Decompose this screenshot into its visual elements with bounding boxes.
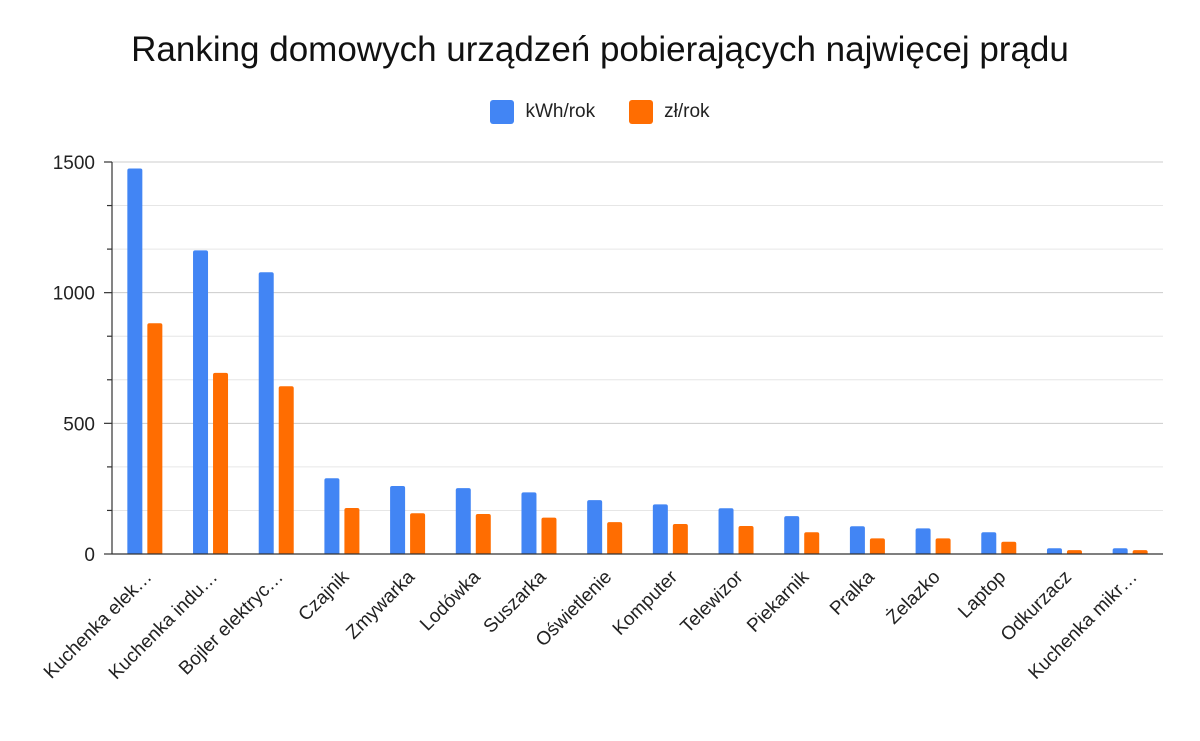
bar-kwh <box>1112 548 1128 554</box>
bar-zl <box>1066 550 1082 554</box>
bar-zl <box>607 522 623 554</box>
y-tick-label: 1500 <box>53 153 95 174</box>
legend-label-kwh: kWh/rok <box>525 101 596 122</box>
bar-kwh <box>390 486 406 554</box>
legend: kWh/rok zł/rok <box>0 100 1200 124</box>
bar-kwh <box>193 250 209 554</box>
bar-zl <box>672 523 688 554</box>
x-tick-label: Piekarnik <box>743 566 813 636</box>
y-tick-label: 1000 <box>53 284 95 305</box>
legend-item-kwh[interactable]: kWh/rok <box>490 100 595 124</box>
bar-kwh <box>652 504 668 554</box>
x-tick-label: Kuchenka indu… <box>105 567 222 684</box>
legend-swatch-kwh <box>490 100 515 124</box>
bar-zl <box>804 532 820 554</box>
x-tick-label: Kuchenka mikr… <box>1025 567 1142 684</box>
y-tick-label: 500 <box>63 414 95 435</box>
x-tick-label: Laptop <box>954 567 1010 623</box>
bar-zl <box>410 513 426 554</box>
x-tick-label: Kuchenka elek… <box>40 567 156 683</box>
x-tick-label: Żelazko <box>883 567 945 629</box>
bar-kwh <box>915 528 931 554</box>
bar-zl <box>935 538 951 554</box>
bar-zl <box>278 386 294 554</box>
bar-zl <box>869 538 885 554</box>
x-tick-label: Lodówka <box>416 566 485 635</box>
bar-zl <box>475 514 491 554</box>
y-tick-label: 0 <box>84 545 95 566</box>
bar-kwh <box>521 492 537 554</box>
bar-zl <box>344 508 360 554</box>
bar-kwh <box>455 488 471 554</box>
x-tick-label: Telewizor <box>677 566 748 637</box>
x-tick-label: Komputer <box>609 566 683 640</box>
bar-kwh <box>587 500 603 554</box>
bar-zl <box>213 372 229 554</box>
bar-zl <box>1132 550 1148 554</box>
bar-zl <box>738 526 754 554</box>
bar-kwh <box>258 272 274 554</box>
bar-kwh <box>1046 548 1062 554</box>
bar-zl <box>541 517 557 554</box>
bar-kwh <box>127 168 143 555</box>
x-tick-label: Pralka <box>826 566 879 619</box>
bar-kwh <box>718 508 734 554</box>
chart-title: Ranking domowych urządzeń pobierających … <box>131 30 1069 69</box>
legend-swatch-zl <box>629 100 654 124</box>
bar-kwh <box>981 532 997 554</box>
bar-kwh <box>324 478 340 554</box>
bar-kwh <box>784 516 800 554</box>
bar-kwh <box>849 526 865 554</box>
legend-item-zl[interactable]: zł/rok <box>629 100 710 124</box>
x-tick-label: Zmywarka <box>342 566 419 643</box>
bar-zl <box>1001 541 1017 554</box>
legend-label-zl: zł/rok <box>664 101 710 122</box>
bar-zl <box>147 323 163 554</box>
x-tick-label: Czajnik <box>295 566 354 625</box>
